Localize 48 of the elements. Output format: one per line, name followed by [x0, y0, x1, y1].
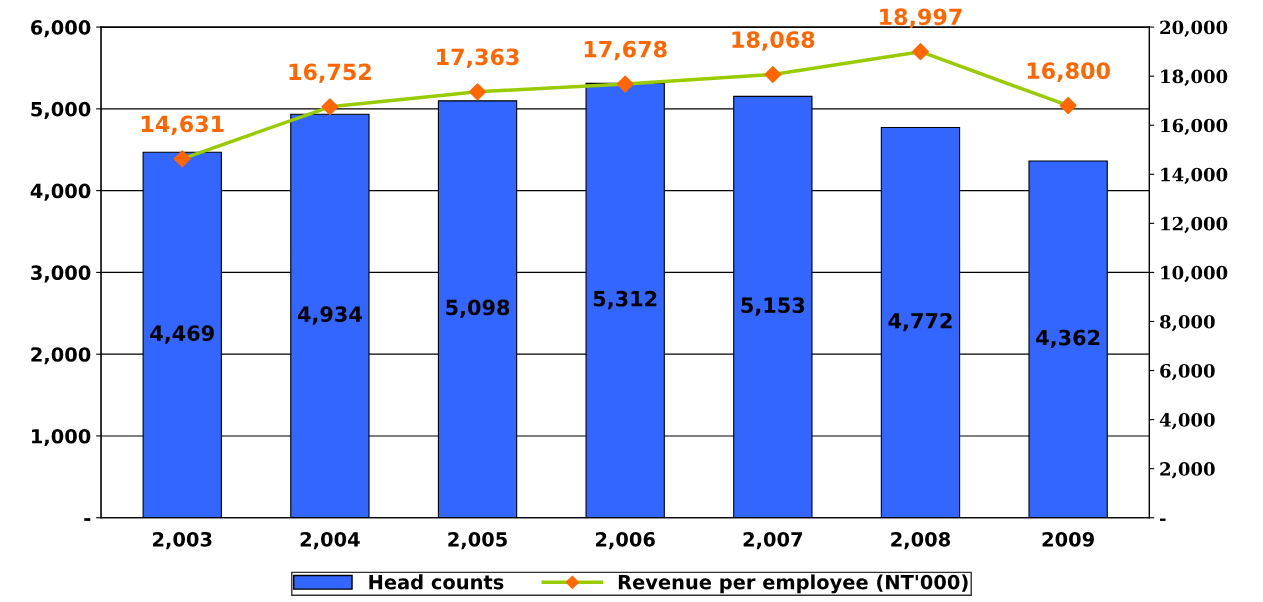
- x-tick-label: 2,008: [891, 531, 951, 550]
- data-label: 14,631: [141, 115, 224, 136]
- y-tick-label: -: [84, 518, 91, 521]
- point: [1059, 97, 1077, 115]
- y2-tick-label: 18,000: [1161, 69, 1228, 86]
- data-label: 17,678: [584, 40, 667, 61]
- point: [764, 65, 782, 84]
- data-label: 5,098: [446, 299, 510, 318]
- y2-tick-label: 6,000: [1160, 363, 1215, 381]
- data-label: 16,800: [1027, 62, 1110, 82]
- data-label: 17,363: [437, 48, 519, 69]
- x-tick-label: 2,004: [300, 531, 360, 550]
- y2-tick-label: 4,000: [1159, 413, 1215, 430]
- data-label: 16,752: [289, 63, 371, 84]
- y-tick-label: 6,000: [31, 20, 91, 38]
- legend-label: Revenue per employee (NT'000): [618, 574, 968, 594]
- data-label: 18,997: [880, 8, 962, 29]
- data-label: 5,312: [593, 290, 657, 310]
- data-label: 4,934: [297, 306, 362, 325]
- point: [321, 98, 339, 116]
- y-tick-label: 2,000: [31, 347, 91, 365]
- y-tick-label: 5,000: [31, 101, 91, 120]
- point: [911, 43, 930, 61]
- y2-tick-label: 8,000: [1159, 314, 1215, 332]
- data-label: 18,068: [732, 31, 815, 51]
- point: [468, 83, 487, 101]
- y2-tick-label: 16,000: [1161, 118, 1228, 136]
- x-tick-label: 2,007: [743, 531, 803, 550]
- data-label: 4,362: [1036, 329, 1100, 349]
- y-tick-label: 1,000: [32, 428, 91, 447]
- data-label: 5,153: [741, 297, 805, 316]
- y2-tick-label: 10,000: [1161, 265, 1228, 283]
- y2-tick-label: 2,000: [1160, 462, 1215, 479]
- x-tick-label: 2,003: [153, 531, 212, 550]
- y2-tick-label: 12,000: [1161, 216, 1228, 234]
- x-tick-label: 2009: [1042, 531, 1094, 547]
- y2-tick-label: 14,000: [1161, 167, 1228, 185]
- point: [173, 150, 191, 168]
- legend-label: Head counts: [369, 574, 504, 590]
- y2-tick-label: -: [1160, 518, 1166, 521]
- y-tick-label: 3,000: [31, 265, 91, 283]
- data-label: 4,772: [888, 312, 952, 332]
- y-tick-label: 4,000: [30, 183, 91, 201]
- x-tick-label: 2,005: [448, 531, 507, 550]
- point: [616, 75, 634, 93]
- y2-tick-label: 20,000: [1160, 20, 1228, 37]
- x-tick-label: 2,006: [595, 531, 655, 550]
- data-label: 4,469: [150, 325, 214, 344]
